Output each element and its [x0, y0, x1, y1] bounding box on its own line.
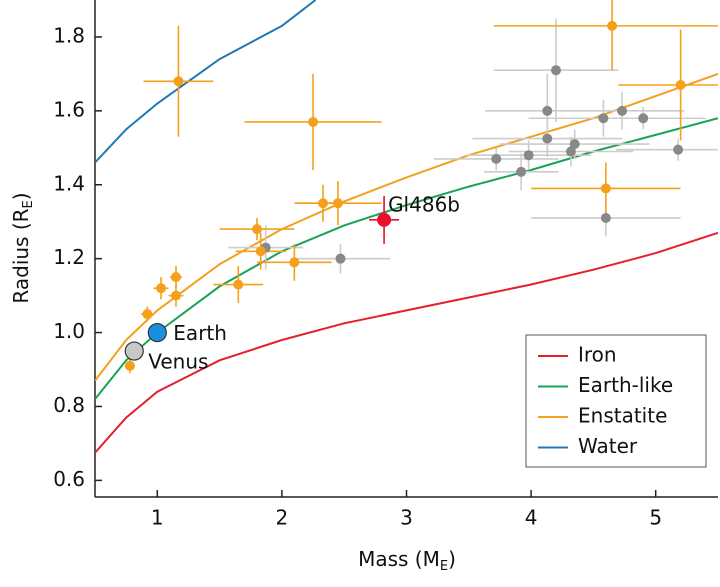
legend-label: Enstatite [578, 404, 667, 428]
y-tick-label: 1.0 [53, 319, 85, 343]
x-label-sub: E [440, 559, 448, 574]
data-point [377, 212, 392, 227]
data-point [675, 79, 686, 90]
data-point [147, 322, 167, 343]
data-point [233, 279, 244, 290]
y-label-text: Radius (R [9, 208, 33, 303]
data-point [173, 76, 184, 87]
data-point [569, 139, 580, 150]
data-point [542, 133, 553, 144]
data-point [607, 20, 618, 31]
data-point [565, 146, 576, 157]
data-point [516, 166, 527, 177]
data-point [638, 113, 649, 124]
data-point [255, 246, 266, 257]
data-point [332, 198, 343, 209]
point-label: Earth [173, 321, 227, 345]
y-tick-label: 1.4 [53, 171, 85, 195]
legend-label: Earth-like [578, 373, 673, 397]
data-point [617, 105, 628, 116]
data-point [600, 183, 611, 194]
data-point [124, 360, 135, 371]
legend-label: Iron [578, 343, 617, 367]
point-label: Venus [148, 350, 208, 374]
legend-label: Water [578, 434, 638, 458]
x-label-text: Mass (M [358, 547, 440, 571]
x-tick-label: 2 [276, 506, 289, 530]
x-axis-label: Mass (ME) [358, 547, 456, 574]
data-point [523, 150, 534, 161]
data-point [156, 283, 167, 294]
data-point [673, 144, 684, 155]
y-label-close: ) [9, 192, 33, 200]
data-point [335, 253, 346, 264]
x-tick-label: 4 [525, 506, 538, 530]
plot-area [95, 0, 718, 454]
data-point [551, 65, 562, 76]
point-label: Gl486b [388, 192, 460, 216]
data-point [600, 213, 611, 224]
model-curve [95, 231, 718, 454]
y-tick-label: 1.6 [53, 97, 85, 121]
x-tick-label: 3 [400, 506, 413, 530]
y-label-sub: E [21, 200, 36, 208]
data-point [289, 257, 300, 268]
data-point [598, 113, 609, 124]
x-tick-label: 5 [649, 506, 662, 530]
data-point [251, 224, 262, 235]
data-point [170, 272, 181, 283]
data-point [542, 105, 553, 116]
y-tick-label: 1.2 [53, 245, 85, 269]
data-point [491, 153, 502, 164]
data-point [142, 309, 153, 320]
y-axis-label: Radius (RE) [9, 192, 36, 303]
x-tick-label: 1 [151, 506, 164, 530]
y-tick-label: 0.6 [53, 467, 85, 491]
y-tick-label: 1.8 [53, 23, 85, 47]
data-point [124, 341, 144, 361]
data-point [318, 198, 329, 209]
x-label-close: ) [448, 547, 456, 571]
data-point [170, 290, 181, 301]
data-point [308, 116, 319, 127]
y-tick-label: 0.8 [53, 393, 85, 417]
